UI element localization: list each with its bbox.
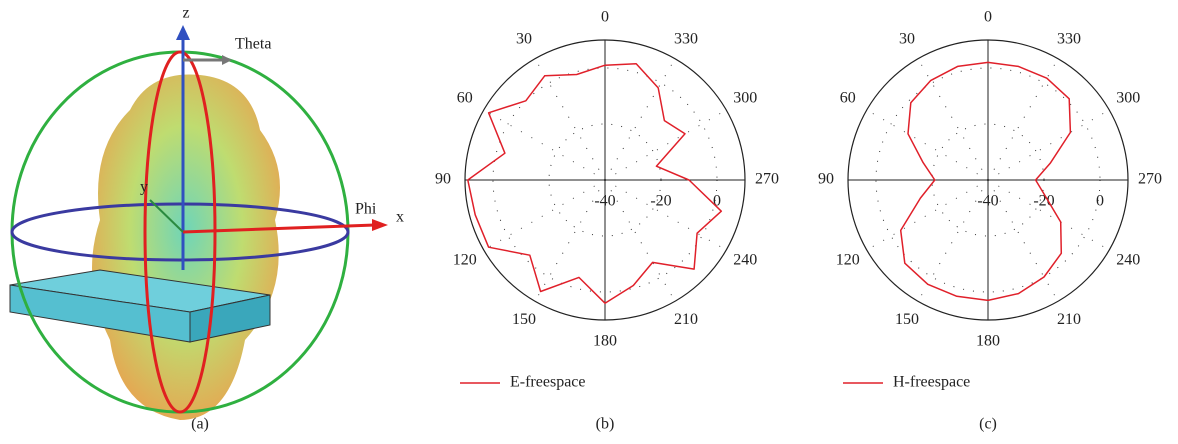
theta-tick-label: 180 xyxy=(976,333,1000,350)
theta-tick-label: 30 xyxy=(516,30,532,47)
theta-tick-label: 210 xyxy=(1057,311,1081,328)
grid-spoke xyxy=(918,59,988,180)
theta-tick-label: 90 xyxy=(818,171,834,188)
theta-tick-label: 60 xyxy=(457,90,473,107)
grid-spoke xyxy=(484,180,605,250)
series-line xyxy=(468,64,722,304)
theta-tick-label: 300 xyxy=(733,90,757,107)
theta-tick-label: 150 xyxy=(895,311,919,328)
theta-tick-label: 60 xyxy=(840,90,856,107)
theta-tick-label: 240 xyxy=(1116,252,1140,269)
theta-label: Theta xyxy=(235,36,271,53)
grid-spoke xyxy=(988,110,1109,180)
grid-spoke xyxy=(535,59,605,180)
grid-spoke xyxy=(988,180,1109,250)
legend-label: H-freespace xyxy=(893,374,970,391)
grid-spoke xyxy=(535,180,605,301)
caption: (b) xyxy=(596,416,615,433)
x-label: x xyxy=(396,209,404,226)
phi-label: Phi xyxy=(355,201,377,218)
theta-tick-label: 90 xyxy=(435,171,451,188)
theta-tick-label: 120 xyxy=(836,252,860,269)
caption: (c) xyxy=(979,416,997,433)
x-arrow xyxy=(372,219,388,231)
legend-label: E-freespace xyxy=(510,374,586,391)
theta-tick-label: 0 xyxy=(984,9,992,26)
figure: z Theta y Phi x (a) -40-2000306090120150… xyxy=(0,0,1178,439)
theta-tick-label: 270 xyxy=(755,171,779,188)
panel-a: z Theta y Phi x (a) xyxy=(10,5,404,433)
theta-tick-label: 30 xyxy=(899,30,915,47)
radiation-pattern xyxy=(92,74,280,420)
series-line xyxy=(901,62,1071,300)
theta-tick-label: 300 xyxy=(1116,90,1140,107)
theta-tick-label: 120 xyxy=(453,252,477,269)
theta-tick-label: 270 xyxy=(1138,171,1162,188)
z-arrow xyxy=(176,25,190,40)
r-tick-label: -20 xyxy=(650,193,671,210)
theta-tick-label: 240 xyxy=(733,252,757,269)
theta-tick-label: 210 xyxy=(674,311,698,328)
grid-spoke xyxy=(988,59,1058,180)
theta-tick-label: 330 xyxy=(1057,30,1081,47)
theta-tick-label: 150 xyxy=(512,311,536,328)
grid-spoke xyxy=(918,180,988,301)
r-tick-label: 0 xyxy=(1096,193,1104,210)
theta-tick-label: 330 xyxy=(674,30,698,47)
theta-tick-label: 180 xyxy=(593,333,617,350)
theta-arrowhead xyxy=(222,55,232,65)
theta-tick-label: 0 xyxy=(601,9,609,26)
grid-spoke xyxy=(605,180,726,250)
z-label: z xyxy=(182,5,189,22)
caption: (a) xyxy=(191,416,209,433)
y-label: y xyxy=(140,179,148,196)
